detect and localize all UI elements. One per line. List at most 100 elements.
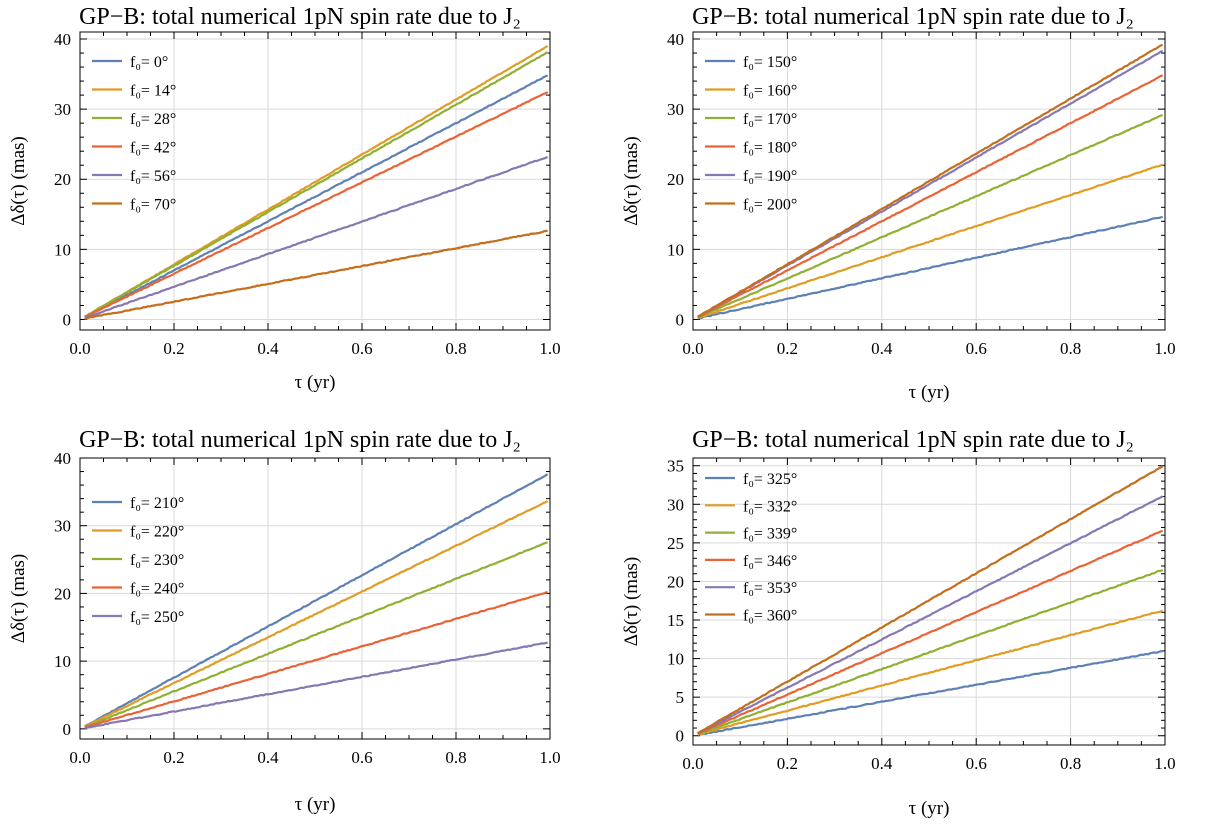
x-tick-label: 0.4 (871, 754, 893, 773)
y-tick-label: 40 (667, 30, 684, 49)
series-line (697, 215, 1163, 320)
y-axis-label: Δδ(τ) (mas) (621, 136, 642, 225)
x-tick-label: 1.0 (1154, 339, 1175, 358)
legend: f₀= 0° f₀= 14° f₀= 28° f₀= 42° f₀= 56° f₀= 70… (92, 54, 176, 214)
y-tick-label: 40 (54, 30, 71, 49)
legend-label: f₀= 220° (130, 524, 184, 541)
x-tick-label: 0.8 (1060, 754, 1081, 773)
y-axis-label: Δδ(τ) (mas) (621, 557, 642, 646)
y-tick-label: 10 (667, 650, 684, 669)
x-tick-label: 1.0 (539, 339, 560, 358)
x-tick-label: 0.4 (257, 339, 279, 358)
chart-4: GP−B: total numerical 1pN spin rate due … (621, 427, 1176, 819)
legend: f₀= 325° f₀= 332° f₀= 339° f₀= 346° f₀= 353°… (705, 471, 797, 625)
legend-label: f₀= 230° (130, 552, 184, 569)
legend-label: f₀= 150° (743, 54, 797, 71)
series-group (84, 473, 549, 730)
y-tick-label: 20 (54, 584, 71, 603)
chart-1: GP−B: total numerical 1pN spin rate due … (8, 4, 561, 393)
y-axis-label: Δδ(τ) (mas) (8, 554, 29, 643)
x-axis-label: τ (yr) (295, 794, 336, 815)
x-axis-label: τ (yr) (909, 382, 950, 403)
y-tick-label: 0 (63, 720, 72, 739)
series-line (697, 114, 1163, 319)
chart-title: GP−B: total numerical 1pN spin rate due … (79, 427, 521, 453)
x-tick-label: 0.6 (966, 339, 987, 358)
x-tick-label: 0.4 (257, 748, 279, 767)
ticks (692, 457, 1166, 745)
y-axis-label: Δδ(τ) (mas) (8, 136, 29, 225)
ticks (79, 32, 551, 330)
x-tick-label: 0.0 (69, 339, 90, 358)
y-tick-label: 5 (676, 688, 685, 707)
legend-label: f₀= 14° (130, 83, 176, 100)
y-tick-label: 15 (667, 611, 684, 630)
x-tick-label: 0.4 (871, 339, 893, 358)
chart-title: GP−B: total numerical 1pN spin rate due … (692, 427, 1134, 453)
legend-label: f₀= 332° (743, 498, 797, 515)
legend-label: f₀= 210° (130, 495, 184, 512)
chart-title: GP−B: total numerical 1pN spin rate due … (79, 4, 521, 30)
series-group (84, 45, 549, 320)
x-tick-label: 0.8 (1060, 339, 1081, 358)
x-tick-label: 0.0 (682, 339, 703, 358)
legend-label: f₀= 360° (743, 608, 797, 625)
series-line (697, 609, 1164, 736)
chart-3: GP−B: total numerical 1pN spin rate due … (8, 427, 561, 815)
x-tick-label: 0.8 (445, 748, 466, 767)
legend: f₀= 210° f₀= 220° f₀= 230° f₀= 240° f₀= 250° (92, 495, 184, 626)
x-tick-label: 1.0 (539, 748, 560, 767)
y-tick-label: 0 (676, 310, 685, 329)
series-line (84, 91, 549, 319)
y-tick-label: 30 (54, 100, 71, 119)
x-tick-label: 0.2 (777, 754, 798, 773)
legend-label: f₀= 42° (130, 140, 176, 157)
legend-label: f₀= 325° (743, 471, 797, 488)
legend-label: f₀= 200° (743, 197, 797, 214)
legend-label: f₀= 250° (130, 609, 184, 626)
series-line (84, 641, 548, 730)
y-tick-label: 40 (54, 449, 71, 468)
legend-label: f₀= 70° (130, 197, 176, 214)
series-line (84, 500, 549, 728)
legend-label: f₀= 346° (743, 553, 797, 570)
series-line (84, 591, 548, 729)
ticks (79, 457, 551, 739)
legend-label: f₀= 240° (130, 581, 184, 598)
x-tick-label: 0.8 (445, 339, 466, 358)
x-tick-label: 0.2 (777, 339, 798, 358)
legend-label: f₀= 56° (130, 168, 176, 185)
legend-label: f₀= 170° (743, 111, 797, 128)
series-line (84, 51, 549, 318)
y-tick-label: 0 (63, 310, 72, 329)
x-tick-label: 0.6 (966, 754, 987, 773)
x-tick-label: 0.0 (682, 754, 703, 773)
series-line (697, 529, 1164, 735)
y-tick-label: 25 (667, 534, 684, 553)
y-tick-label: 20 (667, 572, 684, 591)
y-tick-label: 10 (54, 240, 71, 259)
y-tick-label: 30 (54, 517, 71, 536)
series-line (84, 74, 549, 318)
legend-label: f₀= 160° (743, 83, 797, 100)
y-tick-label: 30 (667, 100, 684, 119)
series-line (697, 568, 1164, 736)
x-tick-label: 0.2 (163, 748, 184, 767)
legend-label: f₀= 28° (130, 111, 176, 128)
y-tick-label: 20 (54, 170, 71, 189)
legend-label: f₀= 180° (743, 140, 797, 157)
legend-label: f₀= 0° (130, 54, 168, 71)
y-tick-label: 10 (667, 240, 684, 259)
series-line (84, 541, 549, 729)
x-axis-label: τ (yr) (909, 798, 950, 819)
legend-label: f₀= 353° (743, 580, 797, 597)
x-tick-label: 0.6 (351, 748, 372, 767)
series-line (84, 473, 549, 728)
chart-2: GP−B: total numerical 1pN spin rate due … (621, 4, 1176, 403)
x-tick-label: 0.6 (351, 339, 372, 358)
series-line (697, 495, 1164, 735)
series-line (697, 74, 1163, 318)
y-tick-label: 35 (667, 457, 684, 476)
y-tick-label: 20 (667, 170, 684, 189)
